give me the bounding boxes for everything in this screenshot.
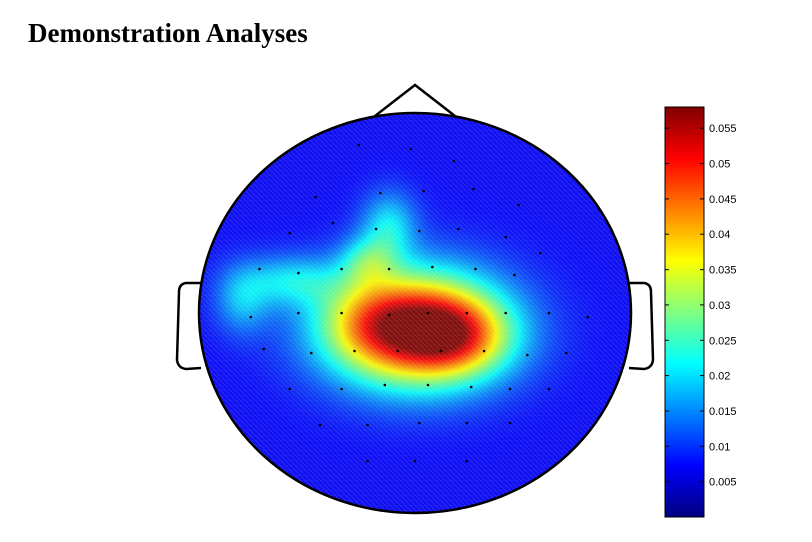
electrode-marker bbox=[409, 147, 413, 151]
right-ear-outline bbox=[628, 281, 655, 371]
electrode-marker bbox=[452, 159, 456, 163]
surface-mesh bbox=[199, 113, 631, 513]
electrode-marker bbox=[387, 313, 391, 317]
colorbar-gradient bbox=[664, 106, 705, 518]
colorbar-tick-label: 0.055 bbox=[709, 123, 737, 135]
electrode-marker bbox=[482, 349, 486, 353]
electrode-marker bbox=[366, 423, 369, 427]
electrode-marker bbox=[288, 387, 292, 391]
electrode-marker bbox=[513, 273, 516, 277]
electrode-marker bbox=[422, 189, 425, 193]
electrode-marker bbox=[383, 383, 387, 387]
colorbar-tick-label: 0.01 bbox=[709, 441, 730, 453]
electrode-marker bbox=[508, 387, 512, 391]
colorbar-tick-label: 0.03 bbox=[709, 300, 730, 312]
electrode-marker bbox=[366, 459, 369, 463]
electrode-marker bbox=[474, 267, 477, 271]
electrode-marker bbox=[379, 191, 382, 195]
electrode-marker bbox=[353, 349, 356, 353]
colorbar-tick-label: 0.035 bbox=[709, 265, 737, 277]
electrode-marker bbox=[456, 227, 460, 231]
left-ear-outline bbox=[175, 281, 202, 371]
electrode-marker bbox=[413, 459, 417, 463]
electrode-marker bbox=[504, 235, 508, 239]
electrode-marker bbox=[262, 347, 266, 351]
colorbar-tick-label: 0.015 bbox=[709, 406, 737, 418]
head-outline bbox=[197, 111, 633, 515]
electrode-marker bbox=[310, 351, 313, 355]
colorbar-tick-label: 0.02 bbox=[709, 371, 730, 383]
electrode-marker bbox=[465, 311, 469, 315]
electrode-marker bbox=[469, 385, 473, 389]
page-title: Demonstration Analyses bbox=[28, 18, 308, 48]
electrode-marker bbox=[564, 351, 568, 355]
colorbar-tick-label: 0.04 bbox=[709, 229, 730, 241]
electrode-marker bbox=[249, 315, 253, 319]
electrode-marker bbox=[547, 311, 551, 315]
electrode-marker bbox=[297, 311, 300, 315]
electrode-marker bbox=[586, 315, 590, 319]
electrode-marker bbox=[472, 187, 475, 191]
colorbar-tick-label: 0.005 bbox=[709, 477, 737, 489]
electrode-marker bbox=[418, 421, 421, 425]
electrode-marker bbox=[431, 265, 434, 269]
electrode-marker bbox=[418, 229, 421, 233]
electrode-marker bbox=[357, 143, 361, 147]
electrode-marker bbox=[508, 421, 512, 425]
electrode-marker bbox=[318, 423, 322, 427]
colorbar-tick-label: 0.045 bbox=[709, 194, 737, 206]
electrode-marker bbox=[547, 387, 551, 391]
electrode-marker bbox=[504, 311, 508, 315]
electrode-marker bbox=[288, 231, 292, 235]
electrode-marker bbox=[258, 267, 261, 271]
electrode-marker bbox=[297, 271, 300, 275]
colorbar-tick-label: 0.025 bbox=[709, 335, 737, 347]
electrode-marker bbox=[340, 311, 343, 315]
electrode-marker bbox=[465, 459, 469, 463]
electrode-marker bbox=[340, 267, 343, 271]
electrode-marker bbox=[517, 203, 520, 207]
electrode-marker bbox=[314, 195, 317, 199]
electrode-markers bbox=[249, 143, 590, 463]
electrode-marker bbox=[439, 349, 443, 353]
nose-outline bbox=[374, 83, 456, 117]
electrode-marker bbox=[465, 421, 469, 425]
electrode-marker bbox=[396, 349, 400, 353]
electrode-marker bbox=[426, 311, 430, 315]
colorbar-ticks: 0.005 0.01 0.015 0.02 0.025 0.03 0.035 0.04 0.04… bbox=[665, 123, 737, 489]
electrode-marker bbox=[387, 267, 391, 271]
electrode-marker bbox=[426, 383, 430, 387]
electrode-marker bbox=[374, 227, 378, 231]
electrode-marker bbox=[331, 221, 335, 225]
electrode-marker bbox=[526, 353, 529, 357]
electrode-marker bbox=[539, 251, 542, 255]
electrode-marker bbox=[340, 387, 343, 391]
colorbar-tick-label: 0.05 bbox=[709, 159, 730, 171]
colorbar: 0.005 0.01 0.015 0.02 0.025 0.03 0.035 0.04 0.04… bbox=[664, 106, 737, 518]
